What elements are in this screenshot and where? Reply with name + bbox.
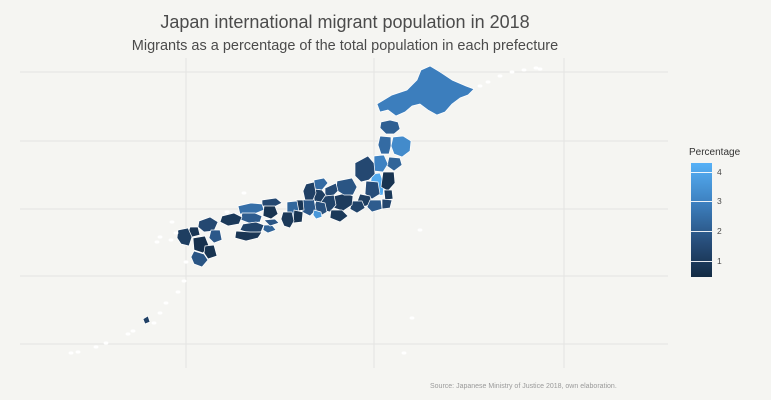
island	[497, 74, 503, 78]
prefecture-okinawa	[142, 315, 151, 325]
prefecture-kochi	[234, 230, 263, 242]
source-note: Source: Japanese Ministry of Justice 201…	[430, 383, 617, 390]
gridlines	[20, 58, 668, 368]
island	[75, 350, 81, 354]
island	[417, 228, 423, 232]
prefecture-yamaguchi	[219, 212, 243, 227]
legend-tick-label: 2	[717, 226, 722, 236]
legend-tick-label: 4	[717, 167, 722, 177]
prefecture-kagoshima	[190, 250, 209, 268]
legend-title: Percentage	[689, 147, 741, 158]
prefecture-kyoto	[302, 181, 317, 201]
island	[224, 210, 230, 214]
map-title: Japan international migrant population i…	[160, 12, 530, 32]
prefecture-osaka	[312, 209, 323, 220]
island	[103, 341, 109, 345]
prefecture-okayama	[262, 205, 279, 220]
prefecture-yamagata	[373, 154, 389, 173]
prefecture-nara	[292, 209, 304, 224]
island	[163, 301, 169, 305]
prefecture-kagawa	[263, 218, 280, 227]
prefecture-shizuoka	[329, 209, 349, 223]
prefecture-chiba	[381, 198, 393, 210]
prefecture-nagano	[335, 177, 358, 196]
prefecture-tochigi	[383, 189, 394, 201]
map-subtitle: Migrants as a percentage of the total po…	[131, 38, 559, 54]
prefecture-oita	[208, 229, 223, 244]
island	[509, 70, 515, 74]
island	[173, 231, 179, 235]
island	[181, 279, 187, 283]
island	[68, 351, 74, 355]
legend-tick-mark	[691, 231, 712, 232]
island	[157, 235, 163, 239]
legend-tick-label: 3	[717, 196, 722, 206]
island	[401, 351, 407, 355]
island	[241, 191, 247, 195]
prefecture-aomori	[379, 119, 401, 135]
prefecture-ibaraki	[380, 171, 396, 192]
prefecture-wakayama	[280, 211, 295, 229]
island	[533, 66, 539, 70]
legend-tick-mark	[691, 261, 712, 262]
island	[130, 329, 136, 333]
island	[175, 290, 181, 294]
island	[521, 68, 527, 72]
island	[183, 260, 189, 264]
small-islands	[68, 66, 543, 355]
legend-tick-label: 1	[717, 256, 722, 266]
prefecture-toyama	[324, 182, 339, 197]
island	[168, 238, 174, 242]
island	[485, 80, 491, 84]
island	[154, 240, 160, 244]
prefecture-gunma	[364, 180, 381, 200]
island	[409, 316, 415, 320]
island	[477, 84, 483, 88]
prefecture-miyagi	[386, 156, 403, 172]
legend-colorbar	[691, 163, 712, 277]
prefecture-regions	[142, 65, 475, 325]
island	[125, 332, 131, 336]
prefecture-tokyo	[366, 199, 383, 213]
island	[157, 311, 163, 315]
island	[93, 345, 99, 349]
prefecture-akita	[377, 135, 392, 155]
legend-tick-mark	[691, 201, 712, 202]
island	[169, 220, 175, 224]
prefecture-nagasaki	[176, 227, 193, 247]
island	[151, 321, 157, 325]
prefecture-hiroshima	[240, 212, 263, 224]
prefecture-hokkaido	[376, 65, 475, 117]
prefecture-miyazaki	[203, 244, 218, 260]
prefecture-iwate	[390, 135, 412, 158]
prefecture-kanagawa	[349, 200, 366, 214]
prefecture-tokushima	[262, 224, 277, 234]
legend-tick-mark	[691, 172, 712, 173]
prefecture-niigata	[354, 155, 376, 183]
island	[537, 67, 543, 71]
prefecture-shimane	[237, 202, 265, 215]
